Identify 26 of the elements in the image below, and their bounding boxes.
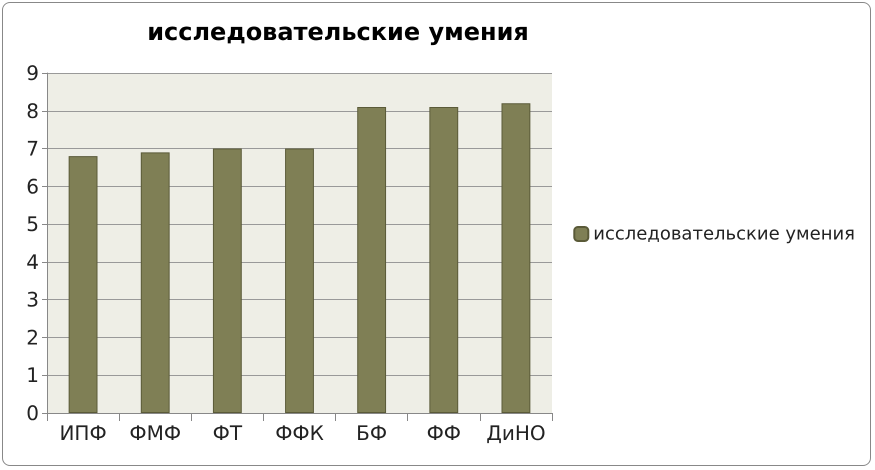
y-tick-label: 7 [26,136,39,161]
y-tick-label: 6 [26,174,39,198]
y-tick-label: 3 [26,288,39,312]
x-tick-label: ДиНО [486,421,546,445]
bar [285,148,314,413]
y-tick-label: 5 [26,212,39,236]
x-tick-label: ФФ [426,421,462,445]
bar [212,148,242,413]
y-tick-label: 8 [26,98,39,123]
x-tick-label: ФМФ [129,421,182,445]
y-tick-label: 0 [26,401,39,425]
bar [68,156,98,413]
chart-title: исследовательские умения [147,18,529,46]
x-tick-label: ФТ [212,421,243,445]
bar [429,107,458,413]
bar [140,152,170,413]
y-tick-label: 4 [26,250,39,274]
y-tick-label: 2 [26,325,39,350]
y-tick-label: 1 [26,363,39,388]
legend-label: исследовательские умения [593,224,855,244]
bar [357,107,386,413]
bar [502,103,530,413]
x-tick-label: БФ [356,421,388,445]
x-tick-label: ФФК [275,421,324,445]
x-tick-label: ИПФ [59,421,107,445]
y-tick-label: 9 [26,61,39,85]
